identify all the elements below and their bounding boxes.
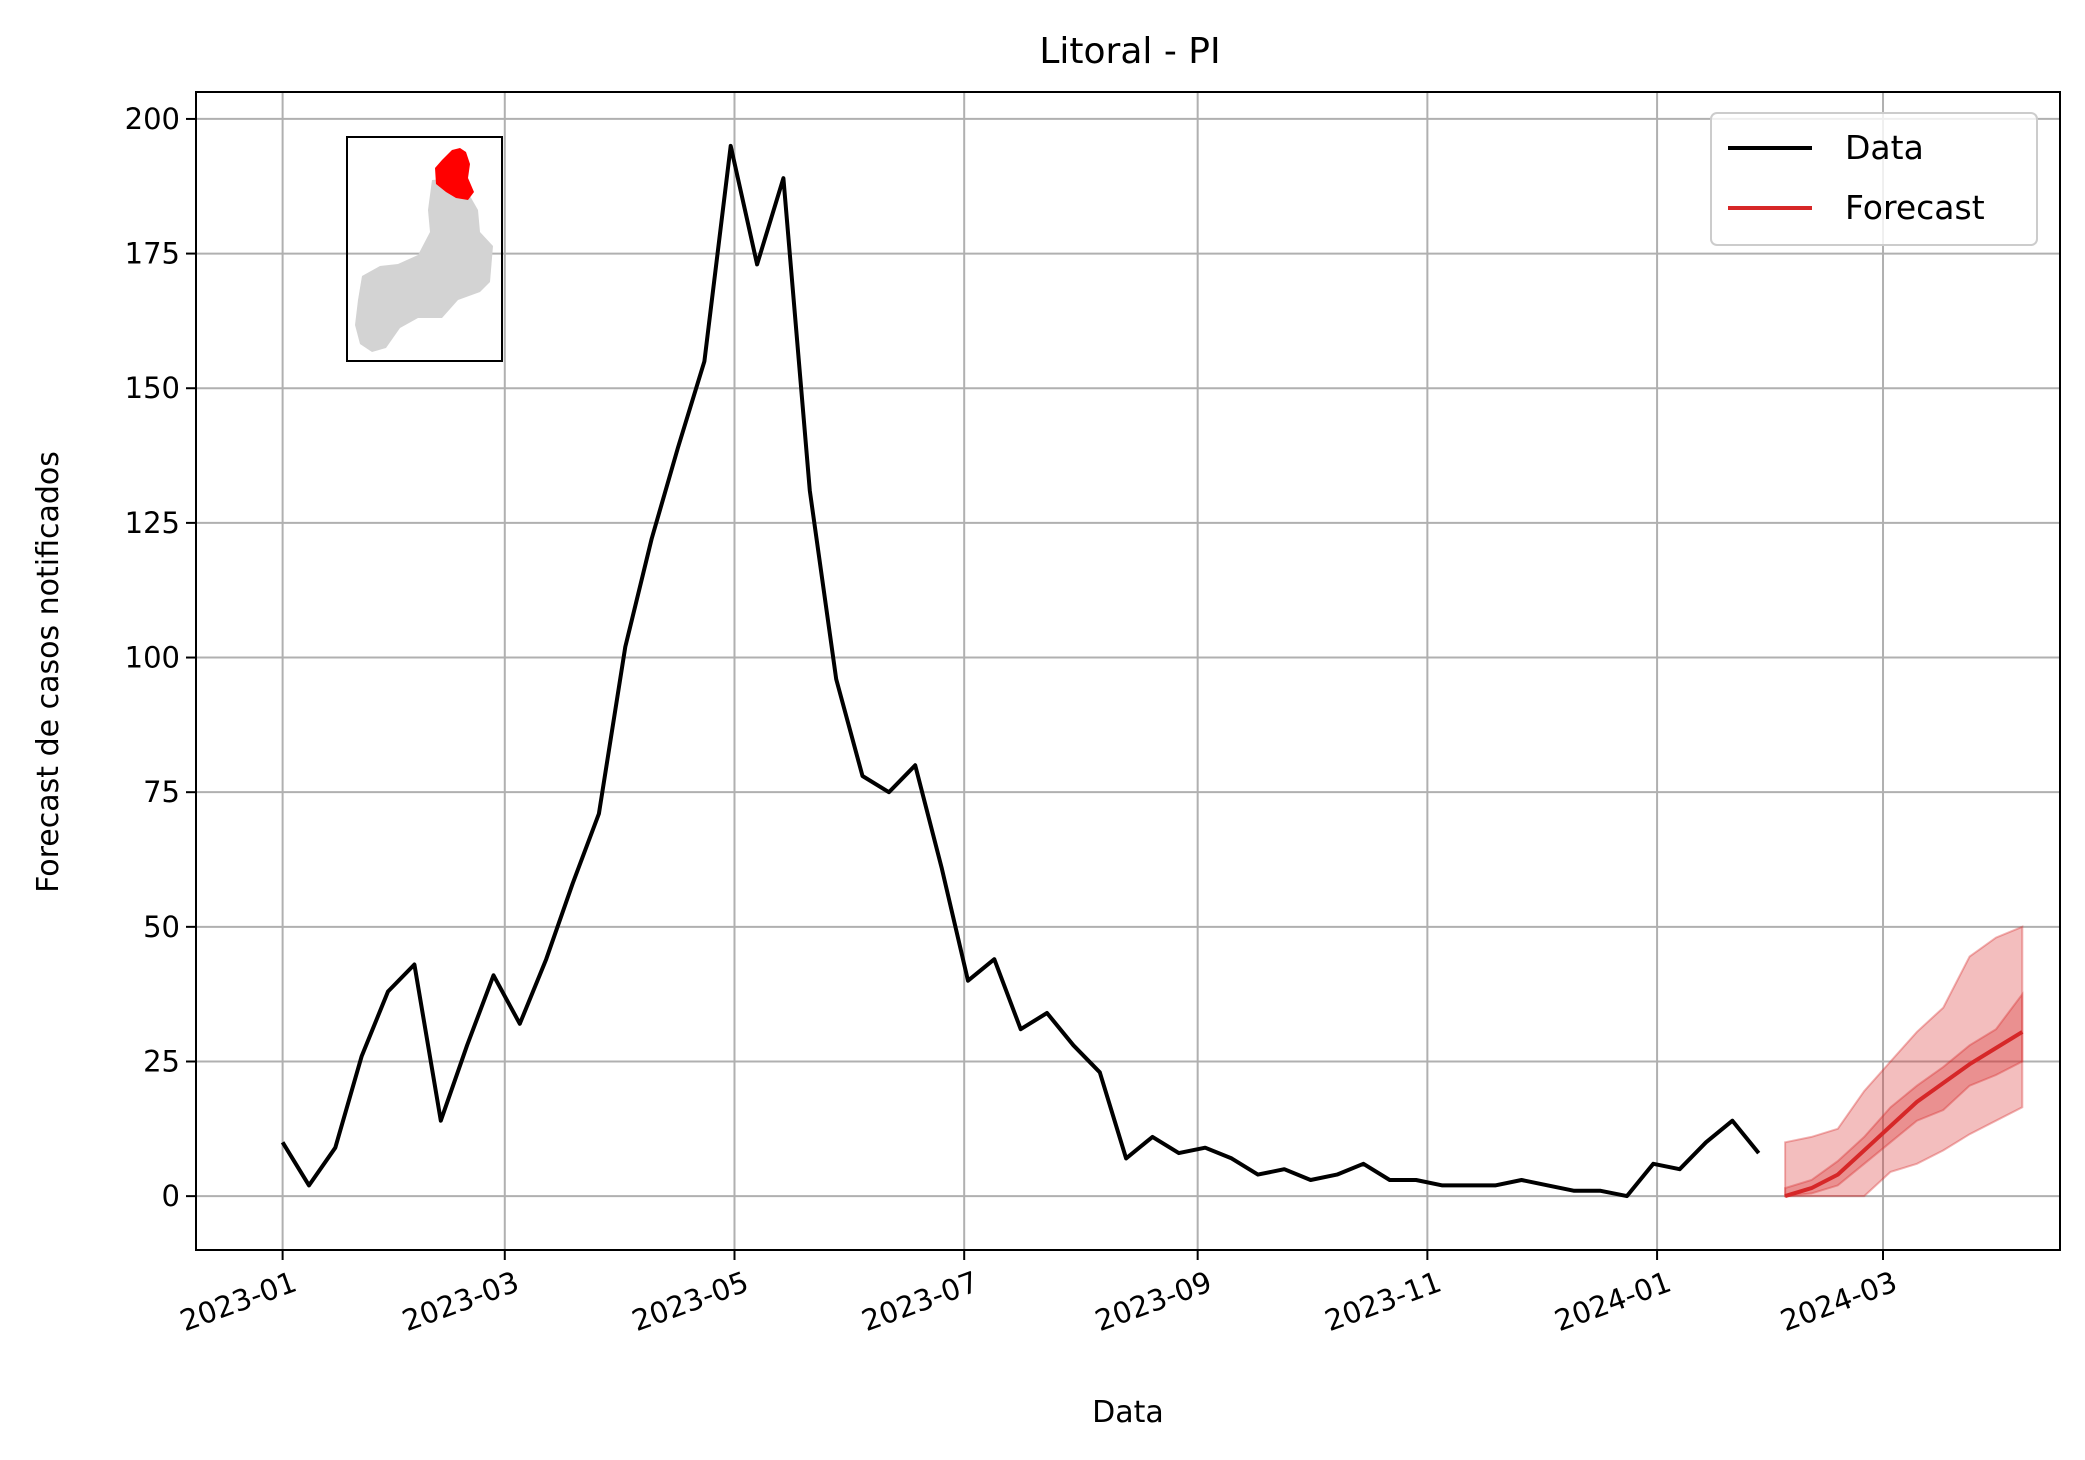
x-tick-label: 2024-03 [1776,1265,1901,1338]
litoral-region-shape [435,148,474,200]
x-tick-label: 2023-05 [627,1265,752,1338]
legend: Data Forecast [1710,112,2038,246]
forecast-inner-band [1784,991,2024,1198]
y-axis-label: Forecast de casos notificados [31,451,66,893]
x-tick-label: 2023-09 [1091,1265,1216,1338]
x-tick-label: 2023-07 [857,1265,982,1338]
plot-frame [195,91,2061,1251]
y-axis-ticks: 0 25 50 75 100 125 150 175 200 [125,102,196,1213]
grid [196,92,2060,1250]
chart-title: Litoral - PI [1039,31,1220,72]
legend-data-label: Data [1845,128,1924,167]
series-lines [280,143,2024,1199]
y-tick-label: 25 [143,1044,180,1078]
y-tick-label: 150 [125,371,180,405]
y-tick-label: 100 [125,641,180,675]
x-tick-label: 2023-01 [176,1265,301,1338]
y-tick-label: 50 [143,910,180,944]
piaui-state-map-icon [346,136,503,362]
y-tick-label: 75 [143,775,180,809]
y-tick-label: 125 [125,506,180,540]
y-tick-label: 0 [162,1179,180,1213]
y-tick-label: 175 [125,237,180,271]
series-line-forecast [1784,1030,2024,1199]
forecast-bands [1784,925,2024,1198]
y-tick-label: 200 [125,102,180,136]
x-axis-ticks: 2023-01 2023-03 2023-05 2023-07 2023-09 2023-… [176,1250,1901,1338]
x-axis-label: Data [1092,1395,1164,1430]
x-tick-label: 2023-11 [1320,1265,1445,1338]
x-tick-label: 2024-01 [1550,1265,1675,1338]
series-line-data [280,143,1761,1199]
x-tick-label: 2023-03 [398,1265,523,1338]
forecast-outer-band [1784,925,2024,1198]
legend-forecast-label: Forecast [1845,188,1985,227]
state-shape [355,178,493,352]
